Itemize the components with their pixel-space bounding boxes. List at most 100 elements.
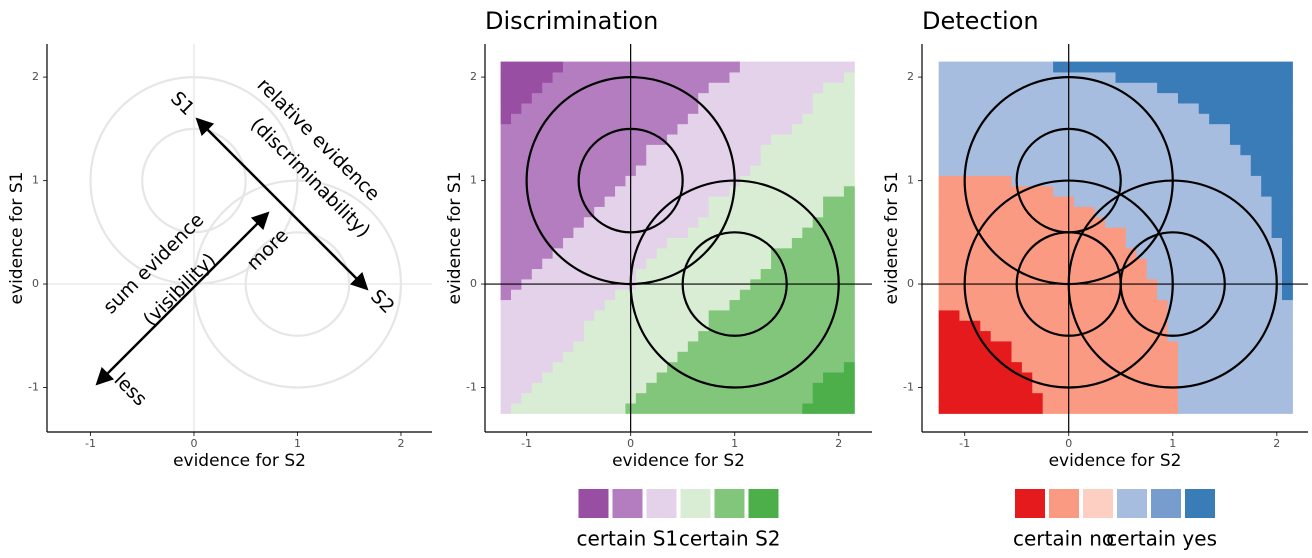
heat-cell [500, 371, 543, 383]
heat-cell [1177, 371, 1293, 383]
heat-cell [500, 403, 512, 414]
legend-label: certain S2 [679, 527, 781, 551]
y-tick-label: -1 [903, 381, 914, 394]
heat-cell [1281, 268, 1293, 280]
heat-cell [980, 320, 1169, 332]
panel: -1 0 1 2 -1 0 1 2 evidence for S2 evidence for S1… [882, 7, 1308, 551]
heat-cell [812, 392, 855, 404]
heat-cell [823, 371, 855, 383]
heat-cell [583, 330, 699, 342]
heat-cell [1042, 392, 1179, 404]
heat-cell [938, 371, 1033, 383]
heat-cell [500, 82, 543, 94]
heat-cell [677, 351, 855, 363]
heat-cell [938, 237, 1127, 249]
heat-cell [1281, 247, 1293, 259]
y-tick-label: 2 [470, 70, 477, 83]
heat-cell [750, 165, 855, 176]
heat-cell [938, 144, 1241, 156]
legend-swatch [1083, 489, 1113, 518]
x-tick-label: -1 [959, 437, 970, 450]
heat-cell [1177, 403, 1293, 414]
y-tick-label: 1 [907, 174, 914, 187]
legend-swatch [1049, 489, 1079, 518]
heat-cell [511, 113, 689, 125]
heat-cell [938, 382, 1033, 394]
heat-cell [500, 165, 637, 176]
heat-cell [646, 144, 762, 156]
annotation: less [110, 369, 152, 411]
heat-cell [500, 185, 616, 197]
legend-swatch [578, 489, 609, 518]
heat-cell [729, 185, 845, 197]
heat-cell [1177, 382, 1293, 394]
legend-label: certain yes [1106, 527, 1217, 551]
heat-cell [1094, 206, 1273, 218]
heat-cell [500, 361, 554, 373]
legend-swatch [1015, 489, 1045, 518]
heat-cell [1053, 185, 1262, 197]
heat-cell [791, 237, 855, 249]
heat-cell [500, 320, 585, 332]
heat-cell [500, 144, 647, 156]
heat-cell [812, 102, 855, 114]
heat-cell [1053, 61, 1293, 73]
heat-cell [1125, 227, 1273, 238]
heat-cell [802, 227, 855, 238]
heat-cell [1271, 196, 1293, 207]
heat-cell [667, 361, 845, 373]
heat-cell [531, 92, 699, 104]
heat-cell [739, 61, 855, 73]
annotation: S2 [366, 285, 399, 318]
heat-cell [1011, 340, 1179, 352]
heat-cell [500, 227, 574, 238]
y-axis-label: evidence for S1 [7, 172, 27, 305]
heat-cell [1073, 196, 1273, 207]
heat-cell [500, 237, 564, 249]
heat-cell [938, 82, 1158, 94]
heat-cell [563, 351, 678, 363]
y-tick-label: 0 [907, 277, 914, 290]
heat-cell [1271, 227, 1293, 238]
legend-swatch [714, 489, 745, 518]
heat-cell [1021, 361, 1179, 373]
heat-cell [500, 206, 595, 218]
heat-cell [667, 237, 793, 249]
heat-cell [843, 71, 855, 83]
heat-cell [823, 82, 855, 94]
heat-cell [812, 92, 855, 104]
heat-cell [698, 330, 855, 342]
heat-cell [938, 92, 1179, 104]
heat-cell [500, 123, 678, 135]
x-tick-label: 2 [835, 437, 842, 450]
heat-cell [500, 71, 554, 83]
heat-cell [812, 382, 855, 394]
heat-cell [604, 299, 730, 311]
heat-cell [625, 403, 803, 414]
heat-cell [500, 134, 668, 145]
heat-cell [1011, 175, 1262, 187]
heat-cell [500, 61, 564, 73]
heat-cell [843, 361, 855, 373]
heat-cell [959, 309, 1169, 321]
heat-cell [1157, 82, 1293, 94]
heat-cell [1250, 165, 1293, 176]
heat-cell [938, 134, 1231, 145]
title: Discrimination [485, 7, 658, 35]
heat-cell [563, 237, 668, 249]
legend-label: certain no [1013, 527, 1114, 551]
arrow [95, 211, 270, 386]
circle [681, 231, 788, 337]
heat-cell [771, 258, 855, 270]
heat-cell [812, 216, 855, 228]
heat-cell [1271, 216, 1293, 228]
arrow [195, 117, 369, 291]
title: Detection [922, 7, 1039, 35]
heat-cell [1146, 268, 1283, 280]
heat-cell [1261, 185, 1293, 197]
y-tick-label: 0 [470, 277, 477, 290]
heat-cell [708, 82, 824, 94]
heat-cell [708, 206, 824, 218]
heat-cell [729, 299, 855, 311]
